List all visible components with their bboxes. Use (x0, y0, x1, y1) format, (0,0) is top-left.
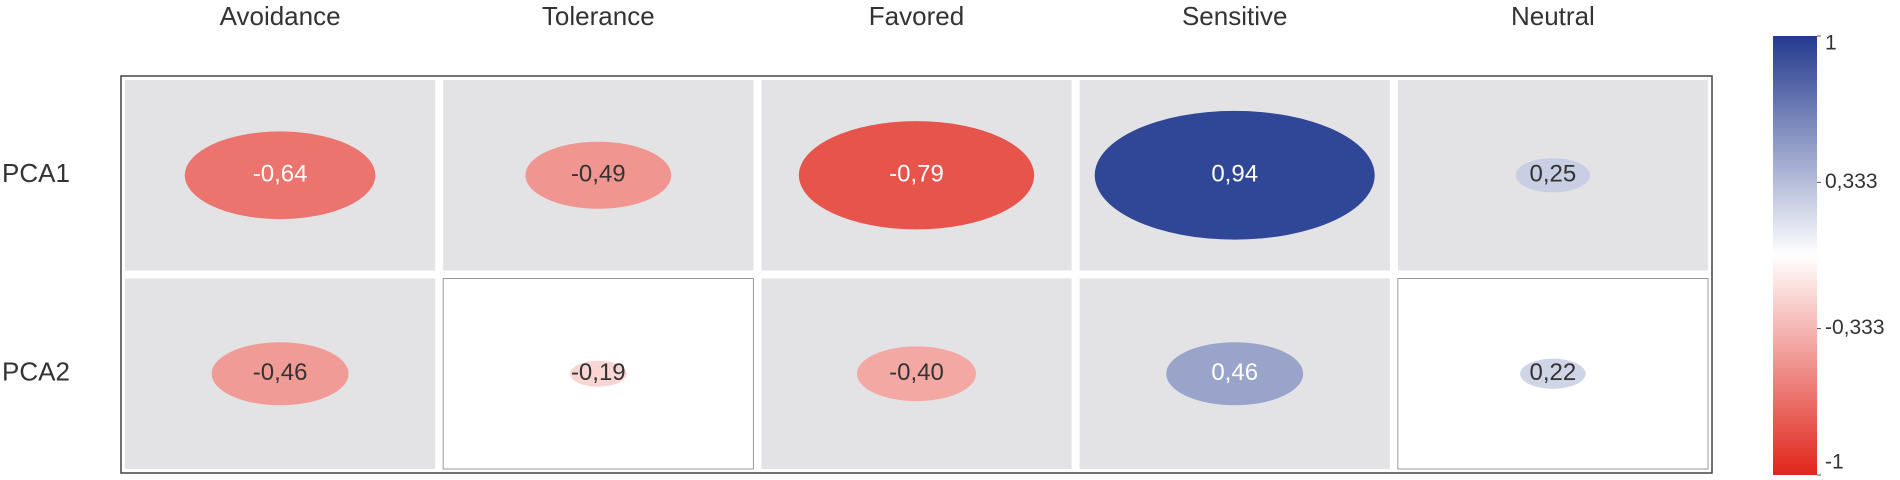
colorbar-tick-label: 1 (1825, 32, 1837, 55)
correlation-ellipse (1166, 342, 1304, 406)
colorbar-tick-label: 0,333 (1825, 170, 1878, 193)
value-label: 0,94 (1211, 161, 1258, 188)
value-label: 0,22 (1530, 359, 1577, 386)
colorbar-tick-label: -0,333 (1825, 316, 1885, 339)
correlation-ellipse (798, 121, 1035, 230)
row-label: PCA1 (2, 158, 70, 188)
row-label: PCA2 (2, 357, 70, 387)
value-label: -0,46 (253, 359, 308, 386)
value-label: -0,79 (889, 161, 944, 188)
value-label: 0,46 (1211, 359, 1258, 386)
column-label: Neutral (1511, 1, 1595, 31)
value-label: -0,49 (571, 161, 626, 188)
correlation-ellipse (211, 342, 349, 406)
colorbar (1773, 36, 1817, 475)
value-label: -0,19 (571, 359, 626, 386)
column-label: Sensitive (1182, 1, 1288, 31)
column-label: Tolerance (542, 1, 655, 31)
correlation-ellipse (1094, 110, 1375, 240)
value-label: 0,25 (1530, 161, 1577, 188)
column-label: Favored (869, 1, 964, 31)
correlation-ellipse (184, 131, 376, 220)
correlation-ellipse (1520, 358, 1586, 389)
correlation-ellipse (525, 141, 672, 209)
correlation-ellipse (856, 346, 977, 402)
correlation-ellipse (570, 360, 627, 387)
colorbar-tick-label: -1 (1825, 451, 1844, 474)
value-label: -0,64 (253, 161, 308, 188)
plot-frame (120, 75, 1713, 474)
column-label: Avoidance (220, 1, 341, 31)
value-label: -0,40 (889, 359, 944, 386)
correlation-ellipse (1515, 158, 1591, 193)
